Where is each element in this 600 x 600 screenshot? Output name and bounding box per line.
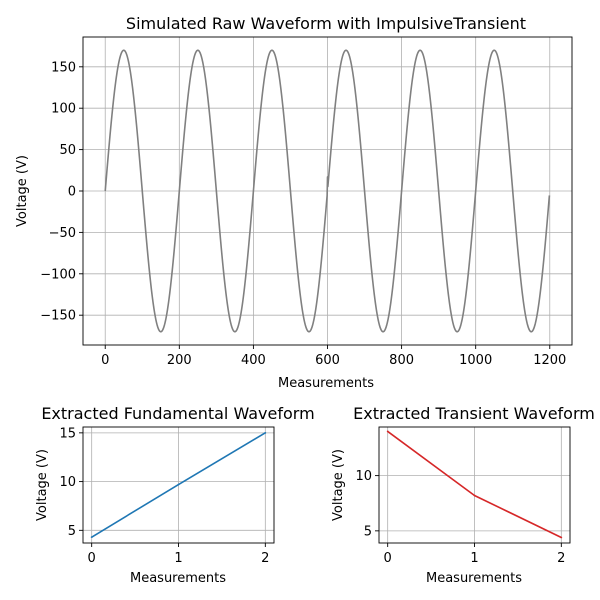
transient-axis-ticks: 0 1 2 5 10 bbox=[355, 469, 565, 566]
fundamental-x-tick-label: 2 bbox=[261, 551, 269, 566]
transient-gridlines bbox=[379, 427, 570, 543]
raw-gridlines bbox=[83, 37, 572, 345]
fundamental-plot-frame bbox=[82, 426, 275, 544]
transient-y-tick-label: 5 bbox=[364, 524, 372, 539]
raw-x-tick-label: 1000 bbox=[459, 353, 492, 368]
raw-x-tick-label: 400 bbox=[241, 353, 266, 368]
fundamental-y-tick-label: 10 bbox=[59, 475, 76, 490]
transient-data-point bbox=[386, 430, 389, 433]
fundamental-y-tick-label: 15 bbox=[59, 426, 76, 441]
raw-x-axis-label: Measurements bbox=[278, 376, 374, 391]
fundamental-axis-ticks: 0 1 2 5 10 15 bbox=[59, 426, 269, 566]
transient-x-axis-label: Measurements bbox=[426, 571, 522, 586]
raw-series-line bbox=[104, 49, 551, 333]
transient-x-tick-label: 0 bbox=[384, 551, 392, 566]
transient-panel: Extracted Transient Waveform Measurement… bbox=[331, 404, 595, 586]
fundamental-data-point bbox=[90, 536, 93, 539]
transient-x-tick-label: 1 bbox=[470, 551, 478, 566]
raw-x-tick-label: 0 bbox=[101, 353, 109, 368]
fundamental-chart-title: Extracted Fundamental Waveform bbox=[41, 404, 314, 423]
transient-y-axis-label: Voltage (V) bbox=[331, 449, 346, 521]
raw-y-tick-label: 100 bbox=[51, 102, 76, 117]
raw-x-tick-label: 800 bbox=[389, 353, 414, 368]
raw-chart-title: Simulated Raw Waveform with ImpulsiveTra… bbox=[126, 14, 526, 33]
raw-x-tick-label: 200 bbox=[167, 353, 192, 368]
raw-x-tick-label: 600 bbox=[315, 353, 340, 368]
fundamental-series bbox=[90, 431, 267, 539]
raw-y-tick-label: 50 bbox=[59, 143, 76, 158]
fundamental-y-axis-label: Voltage (V) bbox=[35, 449, 50, 521]
raw-waveform-panel: Simulated Raw Waveform with ImpulsiveTra… bbox=[15, 14, 573, 391]
raw-axis-ticks: 0 200 400 600 800 1000 1200 −150 −100 −50 0 50 100 15… bbox=[40, 60, 566, 368]
fundamental-y-tick-label: 5 bbox=[68, 524, 76, 539]
transient-plot-frame bbox=[378, 426, 571, 544]
fundamental-data-point bbox=[177, 483, 180, 486]
transient-chart-title: Extracted Transient Waveform bbox=[353, 404, 595, 423]
raw-y-tick-label: 0 bbox=[68, 185, 76, 200]
transient-data-point bbox=[473, 494, 476, 497]
fundamental-x-axis-label: Measurements bbox=[130, 571, 226, 586]
fundamental-panel: Extracted Fundamental Waveform Measureme… bbox=[35, 404, 315, 586]
raw-y-tick-label: −150 bbox=[40, 309, 76, 324]
transient-data-point bbox=[560, 536, 563, 539]
transient-y-tick-label: 10 bbox=[355, 469, 372, 484]
fundamental-data-point bbox=[264, 431, 267, 434]
transient-series bbox=[386, 430, 563, 539]
raw-plot-frame bbox=[82, 36, 573, 346]
raw-y-tick-label: −50 bbox=[49, 226, 76, 241]
raw-y-tick-label: 150 bbox=[51, 60, 76, 75]
raw-y-axis-label: Voltage (V) bbox=[15, 155, 30, 227]
raw-series bbox=[104, 49, 551, 333]
raw-x-tick-label: 1200 bbox=[533, 353, 566, 368]
fundamental-x-tick-label: 1 bbox=[174, 551, 182, 566]
transient-x-tick-label: 2 bbox=[557, 551, 565, 566]
fundamental-x-tick-label: 0 bbox=[88, 551, 96, 566]
raw-y-tick-label: −100 bbox=[40, 267, 76, 282]
fundamental-gridlines bbox=[83, 427, 274, 543]
